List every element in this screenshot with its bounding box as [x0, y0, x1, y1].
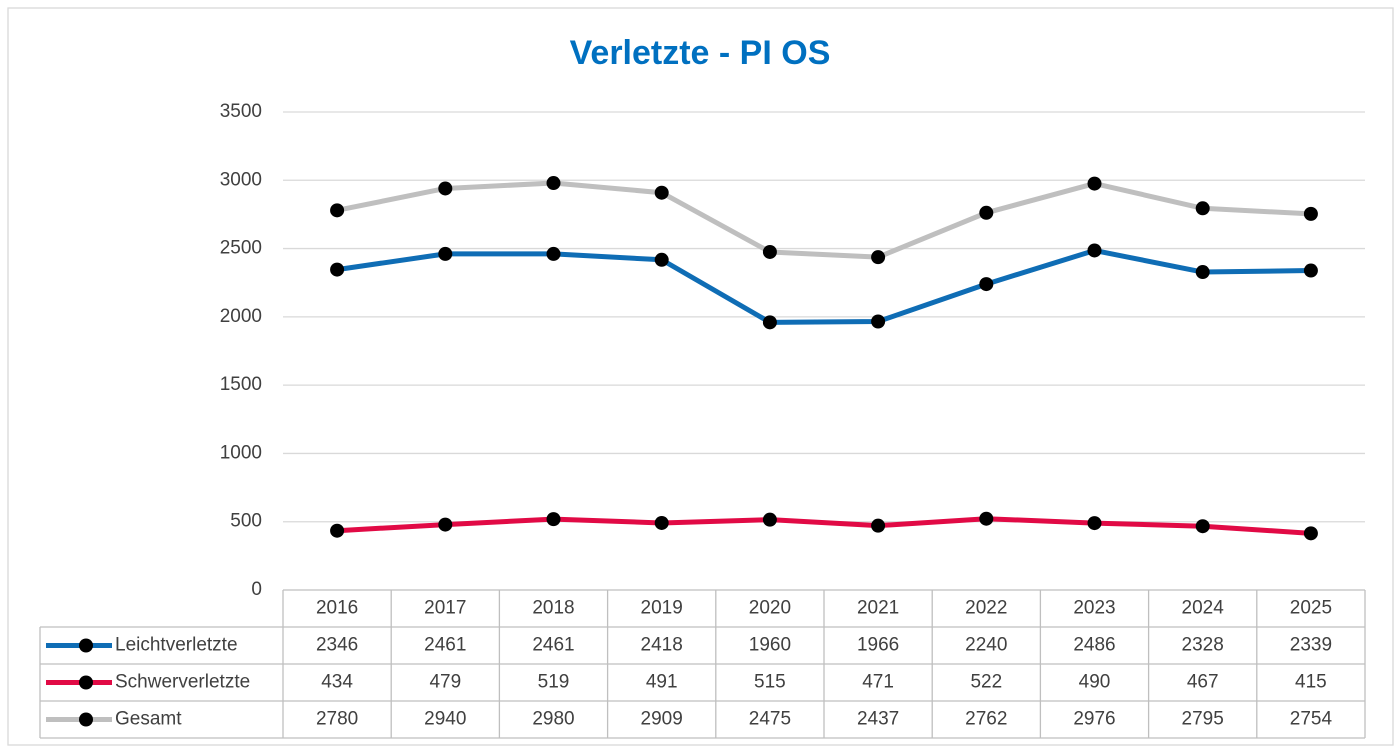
table-value: 1960: [749, 635, 791, 656]
marker: [330, 523, 345, 538]
table-value: 519: [538, 672, 570, 693]
marker: [330, 203, 345, 218]
table-value: 2795: [1182, 709, 1224, 730]
marker: [546, 512, 561, 527]
marker: [979, 511, 994, 526]
y-tick-label: 500: [230, 511, 262, 532]
legend-key-marker: [79, 675, 93, 690]
marker: [871, 314, 886, 329]
marker: [1195, 201, 1210, 216]
legend-key-marker: [79, 712, 93, 727]
marker: [1195, 265, 1210, 280]
table-value: 415: [1295, 672, 1327, 693]
table-value: 2339: [1290, 635, 1332, 656]
marker: [330, 262, 345, 277]
table-value: 490: [1079, 672, 1111, 693]
legend-key-marker: [79, 638, 93, 653]
marker: [1087, 243, 1102, 258]
series-line: [336, 247, 1311, 325]
table-value: 2418: [641, 635, 683, 656]
y-tick-label: 3000: [220, 169, 262, 190]
marker: [1195, 519, 1210, 534]
x-tick-label: 2020: [749, 598, 791, 619]
table-value: 467: [1187, 672, 1219, 693]
y-tick-label: 2500: [220, 238, 262, 259]
marker: [1303, 526, 1318, 541]
legend-label: Leichtverletzte: [115, 635, 238, 656]
series-line: [336, 180, 1312, 260]
marker: [546, 246, 561, 261]
chart-border: [7, 7, 1394, 746]
table-value: 2475: [749, 709, 791, 730]
x-tick-label: 2016: [316, 598, 358, 619]
series-line: [336, 516, 1312, 536]
marker: [546, 176, 561, 191]
table-value: 2762: [965, 709, 1007, 730]
marker: [1303, 263, 1318, 278]
x-tick-label: 2019: [641, 598, 683, 619]
table-value: 2980: [532, 709, 574, 730]
table-value: 434: [321, 672, 353, 693]
table-value: 2328: [1182, 635, 1224, 656]
legend-label: Gesamt: [115, 709, 182, 730]
x-tick-label: 2022: [965, 598, 1007, 619]
table-value: 479: [429, 672, 461, 693]
chart-title: Verletzte - PI OS: [570, 34, 831, 72]
legend-label: Schwerverletzte: [115, 672, 250, 693]
y-tick-label: 2000: [220, 306, 262, 327]
marker: [762, 315, 777, 330]
marker: [762, 512, 777, 527]
y-tick-label: 0: [251, 579, 262, 600]
table-value: 2976: [1073, 709, 1115, 730]
marker: [1087, 516, 1102, 531]
x-tick-label: 2018: [532, 598, 574, 619]
table-value: 522: [970, 672, 1002, 693]
x-tick-label: 2017: [424, 598, 466, 619]
marker: [438, 246, 453, 261]
marker: [1087, 176, 1102, 191]
marker: [654, 185, 669, 200]
marker: [979, 277, 994, 292]
y-tick-label: 1000: [220, 442, 262, 463]
table-value: 2461: [424, 635, 466, 656]
table-value: 2754: [1290, 709, 1333, 730]
y-tick-label: 1500: [220, 374, 262, 395]
table-value: 471: [862, 672, 894, 693]
table-value: 1966: [857, 635, 899, 656]
table-value: 2240: [965, 635, 1007, 656]
table-value: 491: [646, 672, 678, 693]
table-value: 2780: [316, 709, 358, 730]
table-value: 515: [754, 672, 786, 693]
x-tick-label: 2023: [1073, 598, 1115, 619]
table-value: 2461: [532, 635, 574, 656]
marker: [438, 181, 453, 196]
marker: [871, 250, 886, 265]
table-value: 2940: [424, 709, 466, 730]
y-tick-label: 3500: [220, 101, 262, 122]
x-tick-label: 2021: [857, 598, 899, 619]
marker: [654, 252, 669, 267]
x-tick-label: 2025: [1290, 598, 1332, 619]
table-value: 2909: [641, 709, 683, 730]
marker: [762, 244, 777, 259]
marker: [979, 205, 994, 220]
table-value: 2486: [1073, 635, 1115, 656]
marker: [1303, 206, 1318, 221]
marker: [871, 518, 886, 533]
table-value: 2346: [316, 635, 358, 656]
x-tick-label: 2024: [1182, 598, 1225, 619]
marker: [438, 517, 453, 532]
table-value: 2437: [857, 709, 899, 730]
marker: [654, 515, 669, 530]
